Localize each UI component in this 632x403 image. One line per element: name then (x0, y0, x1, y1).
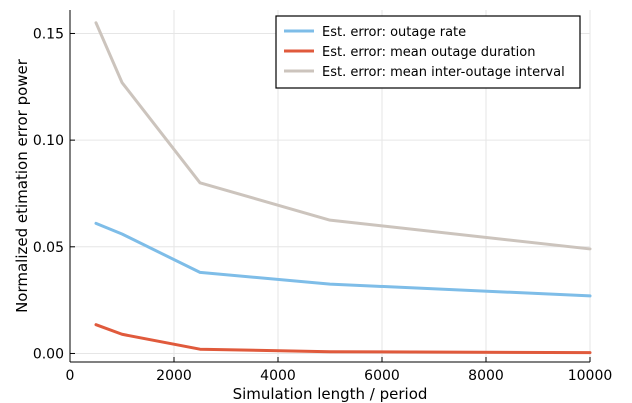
legend-label-2: Est. error: mean inter-outage interval (322, 65, 565, 80)
legend-label-1: Est. error: mean outage duration (322, 45, 535, 60)
x-tick-label: 6000 (364, 368, 400, 384)
legend: Est. error: outage rate Est. error: mean … (275, 15, 581, 89)
x-tick-label: 2000 (156, 368, 192, 384)
x-tick-label: 0 (66, 368, 75, 384)
series-line-2 (94, 21, 592, 251)
y-tick-label: 0.00 (33, 346, 64, 362)
y-axis-title: Normalized etimation error power (13, 58, 31, 313)
y-tick-label: 0.05 (33, 240, 64, 256)
y-ticks: 0.00 0.05 0.10 0.15 (33, 26, 75, 362)
series-lines (94, 21, 592, 355)
x-tick-label: 8000 (468, 368, 504, 384)
series-line-0 (94, 221, 592, 298)
x-tick-label: 4000 (260, 368, 296, 384)
y-tick-label: 0.15 (33, 26, 64, 42)
x-ticks: 0 2000 4000 6000 8000 10000 (66, 357, 613, 384)
y-tick-label: 0.10 (33, 133, 64, 149)
legend-box (275, 15, 581, 89)
x-axis-title: Simulation length / period (233, 385, 428, 403)
legend-label-0: Est. error: outage rate (322, 25, 466, 40)
x-tick-label: 10000 (568, 368, 613, 384)
series-line-1 (94, 323, 592, 355)
axes (69, 10, 590, 363)
